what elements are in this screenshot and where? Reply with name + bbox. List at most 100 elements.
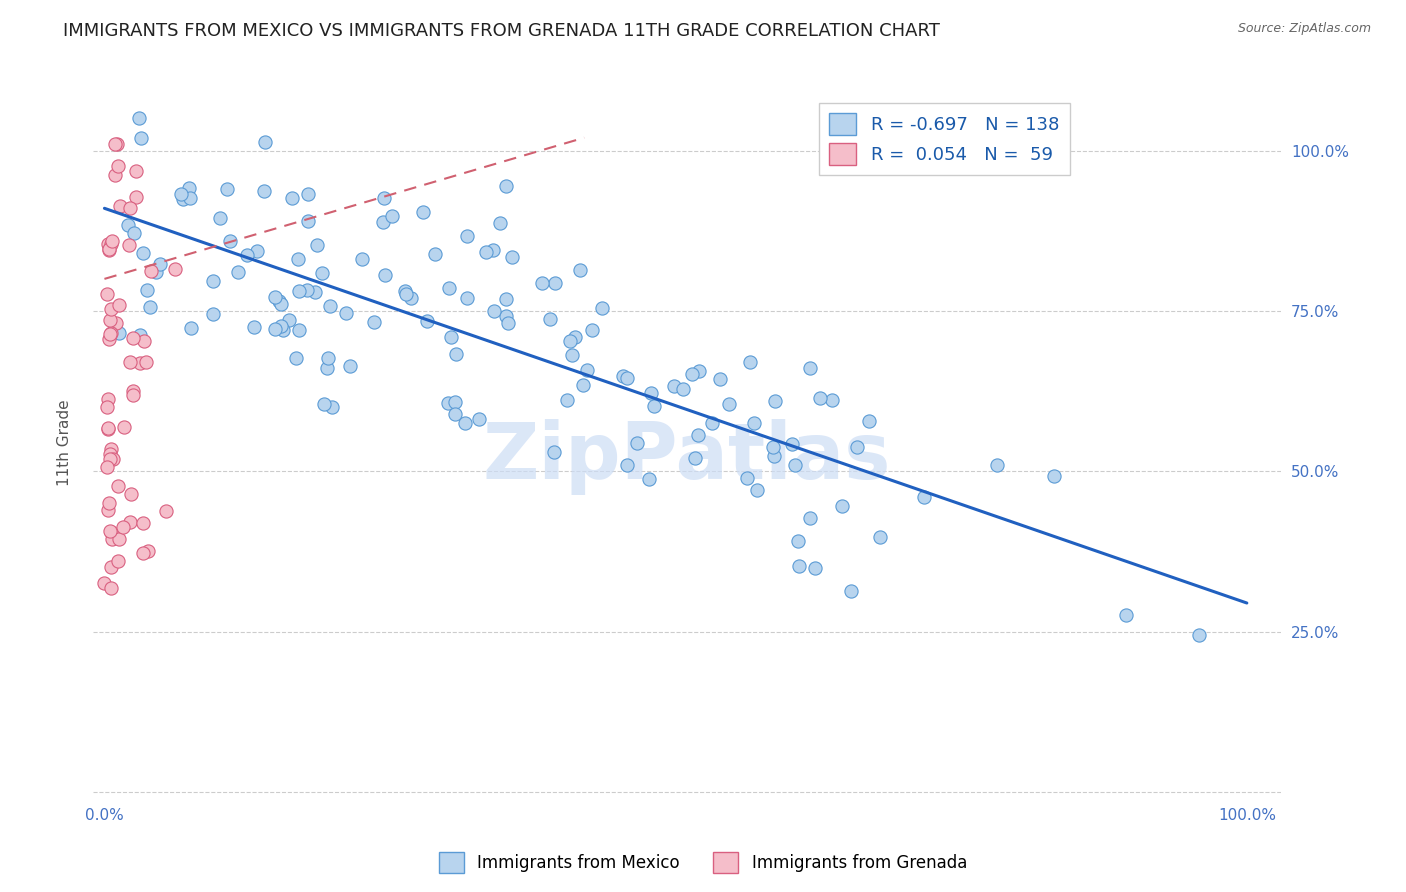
Point	[912, 490, 935, 504]
Point	[700, 416, 723, 430]
Point	[735, 470, 758, 484]
Point	[363, 315, 385, 329]
Point	[98, 496, 121, 510]
Point	[821, 392, 844, 407]
Point	[101, 234, 124, 248]
Point	[456, 228, 478, 243]
Point	[498, 316, 520, 330]
Point	[252, 184, 274, 198]
Point	[643, 400, 665, 414]
Point	[436, 396, 458, 410]
Point	[638, 472, 661, 486]
Point	[808, 391, 831, 405]
Point	[285, 351, 308, 365]
Point	[132, 546, 155, 560]
Text: IMMIGRANTS FROM MEXICO VS IMMIGRANTS FROM GRENADA 11TH GRADE CORRELATION CHART: IMMIGRANTS FROM MEXICO VS IMMIGRANTS FRO…	[63, 22, 941, 40]
Point	[437, 281, 460, 295]
Point	[314, 397, 336, 411]
Point	[423, 247, 446, 261]
Point	[98, 243, 121, 257]
Point	[576, 363, 599, 377]
Point	[591, 301, 613, 315]
Point	[132, 516, 155, 531]
Point	[101, 532, 124, 546]
Point	[350, 252, 373, 266]
Point	[278, 313, 301, 327]
Point	[98, 524, 121, 538]
Point	[128, 112, 150, 126]
Point	[297, 214, 319, 228]
Point	[98, 243, 121, 257]
Point	[98, 313, 121, 327]
Point	[179, 191, 201, 205]
Point	[104, 136, 127, 151]
Point	[688, 364, 710, 378]
Point	[138, 300, 160, 314]
Point	[118, 516, 141, 530]
Point	[120, 355, 142, 369]
Point	[170, 187, 193, 202]
Point	[96, 287, 118, 301]
Point	[235, 248, 257, 262]
Point	[100, 237, 122, 252]
Point	[381, 210, 404, 224]
Point	[482, 304, 505, 318]
Point	[105, 316, 128, 330]
Point	[112, 520, 135, 534]
Point	[740, 355, 762, 369]
Point	[155, 504, 177, 518]
Point	[108, 532, 131, 546]
Point	[530, 276, 553, 290]
Point	[686, 428, 709, 442]
Point	[297, 283, 319, 297]
Point	[129, 130, 152, 145]
Point	[104, 168, 127, 182]
Point	[288, 284, 311, 298]
Point	[440, 330, 463, 344]
Point	[97, 422, 120, 436]
Point	[799, 511, 821, 525]
Point	[97, 503, 120, 517]
Point	[172, 192, 194, 206]
Point	[612, 369, 634, 384]
Point	[762, 440, 785, 454]
Point	[100, 326, 122, 341]
Point	[564, 330, 586, 344]
Point	[787, 559, 810, 574]
Point	[297, 186, 319, 201]
Point	[270, 319, 292, 334]
Point	[626, 435, 648, 450]
Point	[100, 560, 122, 574]
Point	[243, 320, 266, 334]
Point	[444, 346, 467, 360]
Point	[454, 417, 477, 431]
Point	[803, 561, 825, 575]
Point	[122, 331, 145, 345]
Point	[125, 164, 148, 178]
Point	[148, 257, 170, 271]
Point	[416, 314, 439, 328]
Point	[208, 211, 231, 226]
Point	[399, 291, 422, 305]
Point	[163, 261, 186, 276]
Point	[395, 286, 418, 301]
Point	[103, 451, 125, 466]
Point	[742, 417, 765, 431]
Point	[112, 420, 135, 434]
Point	[100, 452, 122, 467]
Point	[122, 226, 145, 240]
Point	[538, 312, 561, 326]
Point	[371, 215, 394, 229]
Point	[97, 392, 120, 406]
Point	[96, 400, 118, 414]
Point	[281, 191, 304, 205]
Point	[145, 265, 167, 279]
Point	[561, 348, 583, 362]
Point	[569, 263, 592, 277]
Point	[100, 302, 122, 317]
Point	[482, 243, 505, 257]
Point	[717, 397, 740, 411]
Point	[270, 297, 292, 311]
Point	[799, 360, 821, 375]
Point	[571, 378, 593, 392]
